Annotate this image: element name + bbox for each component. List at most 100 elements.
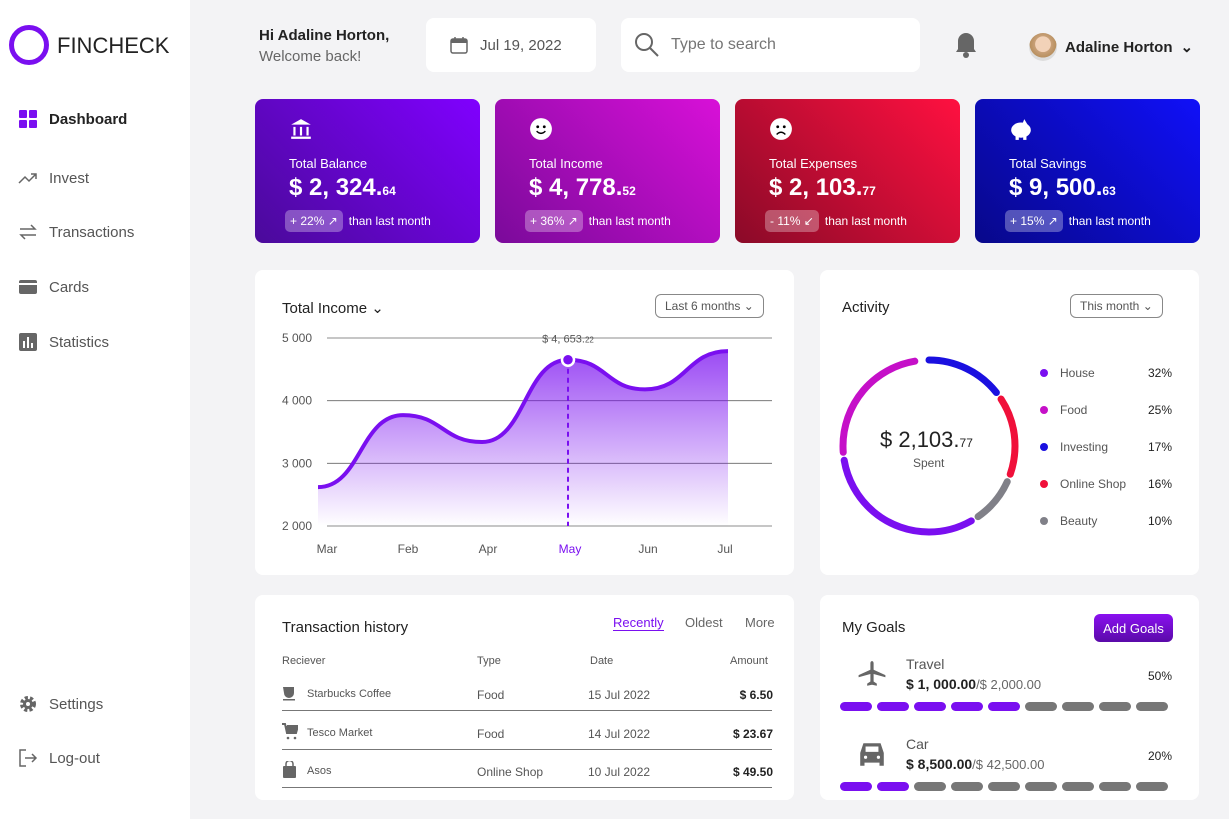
highlight-point bbox=[560, 352, 576, 367]
progress-segment bbox=[1099, 782, 1131, 791]
x-tick: Feb bbox=[398, 542, 419, 556]
donut-segment-food bbox=[839, 356, 1019, 536]
avatar bbox=[1029, 33, 1057, 61]
logout-button[interactable]: Log-out bbox=[18, 748, 100, 768]
shopping-bag-icon bbox=[283, 761, 296, 778]
spent-total: $ 2,103.77 bbox=[880, 427, 973, 452]
search-input[interactable] bbox=[671, 36, 891, 54]
stat-label: Total Balance bbox=[289, 156, 368, 171]
car-icon bbox=[860, 743, 884, 766]
legend-pct: 17% bbox=[1147, 440, 1172, 454]
sidebar-item-transactions[interactable]: Transactions bbox=[18, 222, 134, 242]
settings-label: Settings bbox=[49, 695, 104, 713]
x-tick: May bbox=[559, 542, 582, 556]
income-title[interactable]: Total Income ⌄ bbox=[282, 300, 384, 317]
sidebar-item-label: Statistics bbox=[49, 333, 110, 351]
stat-card[interactable]: Total Balance $ 2, 324.64 + 22% ↗ than last… bbox=[255, 99, 480, 243]
sidebar-item-dashboard[interactable]: Dashboard bbox=[18, 109, 127, 129]
legend-item: House 32% bbox=[1040, 366, 1172, 380]
amount: $ 6.50 bbox=[739, 688, 773, 702]
sidebar-item-label: Cards bbox=[49, 278, 90, 296]
sidebar-item-statistics[interactable]: Statistics bbox=[18, 332, 109, 352]
row-divider bbox=[282, 787, 772, 788]
date-picker[interactable]: Jul 19, 2022 bbox=[426, 18, 596, 72]
change-note: than last month bbox=[824, 214, 907, 228]
swap-icon bbox=[19, 224, 37, 240]
bank-icon bbox=[291, 119, 311, 139]
sidebar-item-invest[interactable]: Invest bbox=[18, 168, 89, 188]
calendar-icon bbox=[450, 37, 468, 54]
progress-segment bbox=[1062, 782, 1094, 791]
chevron-down-icon: ⌄ bbox=[371, 300, 384, 317]
tab-more[interactable]: More bbox=[745, 615, 775, 630]
legend-item: Food 25% bbox=[1040, 403, 1172, 417]
type: Food bbox=[477, 688, 505, 702]
logout-label: Log-out bbox=[49, 749, 100, 767]
legend-pct: 25% bbox=[1147, 403, 1172, 417]
change-badge: + 15% ↗ bbox=[1005, 210, 1063, 232]
col-date: Date bbox=[590, 655, 614, 667]
progress-segment bbox=[914, 702, 946, 711]
progress-segment bbox=[840, 702, 872, 711]
activity-donut bbox=[839, 356, 1019, 536]
progress-segment bbox=[840, 782, 872, 791]
user-menu[interactable]: Adaline Horton ⌄ bbox=[1029, 33, 1193, 61]
coffee-cup-icon bbox=[283, 687, 295, 701]
legend-item: Beauty 10% bbox=[1040, 514, 1172, 528]
tooltip-value: $ 4, 653.22 bbox=[542, 334, 594, 346]
cart-icon bbox=[282, 722, 298, 739]
legend-pct: 16% bbox=[1147, 477, 1172, 491]
change-note: than last month bbox=[348, 214, 431, 228]
legend-label: Online Shop bbox=[1060, 477, 1127, 491]
income-range-dropdown[interactable]: Last 6 months ⌄ bbox=[655, 294, 764, 318]
legend-item: Online Shop 16% bbox=[1040, 477, 1172, 491]
activity-title: Activity bbox=[842, 299, 890, 316]
tab-oldest[interactable]: Oldest bbox=[685, 615, 723, 630]
legend-item: Investing 17% bbox=[1040, 440, 1172, 454]
legend-pct: 10% bbox=[1147, 514, 1172, 528]
type: Online Shop bbox=[477, 765, 544, 779]
goal-progress bbox=[840, 782, 1173, 791]
donut-segment-online-shop bbox=[839, 356, 1019, 536]
goal-progress bbox=[840, 702, 1173, 711]
x-tick: Jul bbox=[717, 542, 732, 556]
chevron-down-icon: ⌄ bbox=[1180, 39, 1194, 56]
sidebar-item-cards[interactable]: Cards bbox=[18, 277, 89, 297]
smile-icon bbox=[530, 118, 552, 140]
transactions-title: Transaction history bbox=[282, 619, 409, 636]
donut-segment-house bbox=[839, 356, 1019, 536]
stat-card[interactable]: Total Expenses $ 2, 103.77 - 11% ↙ than las… bbox=[735, 99, 960, 243]
bell-icon[interactable] bbox=[954, 31, 978, 59]
goal-amount: $ 1, 000.00/$ 2,000.00 bbox=[906, 676, 1042, 692]
date: 10 Jul 2022 bbox=[588, 765, 651, 779]
legend-label: Food bbox=[1060, 403, 1088, 417]
date: 15 Jul 2022 bbox=[588, 688, 651, 702]
change-badge: - 11% ↙ bbox=[765, 210, 819, 232]
area-fill bbox=[318, 351, 728, 526]
legend-dot-icon bbox=[1040, 480, 1048, 488]
x-tick: Jun bbox=[638, 542, 657, 556]
stat-card[interactable]: Total Income $ 4, 778.52 + 36% ↗ than last … bbox=[495, 99, 720, 243]
amount: $ 49.50 bbox=[732, 765, 773, 779]
stat-value: $ 2, 103.77 bbox=[769, 174, 876, 201]
receiver: Starbucks Coffee bbox=[307, 688, 392, 700]
settings-button[interactable]: Settings bbox=[18, 694, 103, 714]
dashboard-icon bbox=[19, 110, 37, 128]
greeting: Hi Adaline Horton, bbox=[259, 27, 390, 44]
stat-card[interactable]: Total Savings $ 9, 500.63 + 15% ↗ than last… bbox=[975, 99, 1200, 243]
progress-segment bbox=[1025, 702, 1057, 711]
add-goals-button[interactable]: Add Goals bbox=[1094, 614, 1173, 642]
type: Food bbox=[477, 726, 505, 741]
legend-dot-icon bbox=[1040, 443, 1048, 451]
sidebar-item-label: Dashboard bbox=[49, 110, 128, 128]
search-bar[interactable] bbox=[621, 18, 920, 72]
tab-recently[interactable]: Recently bbox=[613, 615, 664, 631]
stat-value: $ 2, 324.64 bbox=[289, 174, 396, 201]
y-tick: 3 000 bbox=[282, 456, 312, 470]
activity-range-dropdown[interactable]: This month ⌄ bbox=[1070, 294, 1163, 318]
legend-pct: 32% bbox=[1147, 366, 1172, 380]
goal-amount: $ 8,500.00/$ 42,500.00 bbox=[906, 756, 1045, 772]
col-type: Type bbox=[477, 655, 501, 667]
change-badge: + 36% ↗ bbox=[525, 210, 583, 232]
change-badge: + 22% ↗ bbox=[285, 210, 343, 232]
